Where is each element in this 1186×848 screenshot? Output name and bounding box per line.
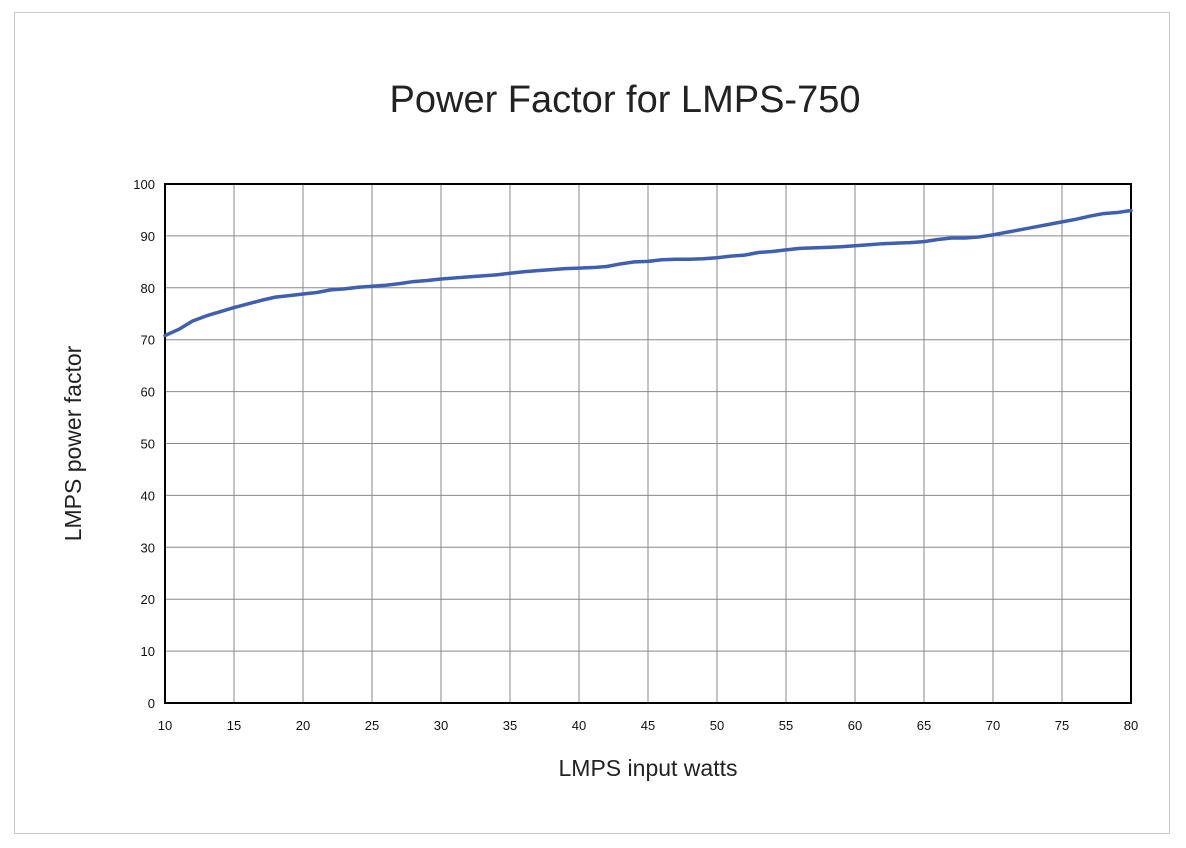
- x-tick-label: 15: [227, 718, 241, 733]
- y-tick-label: 90: [141, 229, 155, 244]
- x-axis-ticks: 10 15 20 25 30 35 40 45 50 55 60 65 70 75 80: [158, 718, 1138, 733]
- x-tick-label: 25: [365, 718, 379, 733]
- x-tick-label: 60: [848, 718, 862, 733]
- y-tick-label: 10: [141, 644, 155, 659]
- y-axis-ticks: 0 10 20 30 40 50 60 70 80 90 100: [133, 177, 155, 711]
- chart-frame: [14, 12, 1170, 834]
- y-tick-label: 30: [141, 540, 155, 555]
- y-tick-label: 0: [148, 696, 155, 711]
- x-tick-label: 70: [986, 718, 1000, 733]
- y-tick-label: 100: [133, 177, 155, 192]
- y-tick-label: 80: [141, 281, 155, 296]
- x-tick-label: 40: [572, 718, 586, 733]
- x-tick-label: 45: [641, 718, 655, 733]
- series-layer: [163, 208, 1133, 338]
- y-tick-label: 40: [141, 488, 155, 503]
- plot-area-border: [164, 183, 1132, 704]
- x-tick-label: 80: [1124, 718, 1138, 733]
- x-tick-label: 10: [158, 718, 172, 733]
- chart-title: Power Factor for LMPS-750: [390, 79, 861, 121]
- x-tick-label: 65: [917, 718, 931, 733]
- x-tick-label: 35: [503, 718, 517, 733]
- power-factor-series-line: [163, 208, 1133, 338]
- x-tick-label: 20: [296, 718, 310, 733]
- y-tick-label: 20: [141, 592, 155, 607]
- x-tick-label: 55: [779, 718, 793, 733]
- y-tick-label: 50: [141, 437, 155, 452]
- y-tick-label: 60: [141, 385, 155, 400]
- y-tick-label: 70: [141, 333, 155, 348]
- x-axis-label: LMPS input watts: [559, 755, 738, 781]
- x-tick-label: 30: [434, 718, 448, 733]
- x-tick-label: 50: [710, 718, 724, 733]
- x-tick-label: 75: [1055, 718, 1069, 733]
- y-axis-label: LMPS power factor: [60, 345, 86, 541]
